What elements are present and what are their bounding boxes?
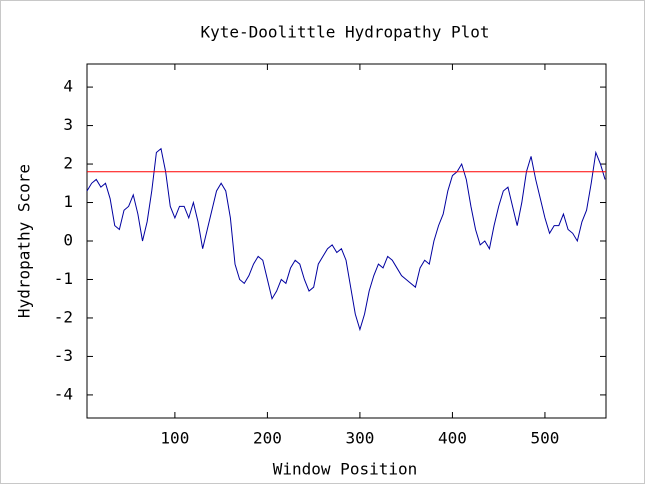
x-tick-label: 100 bbox=[160, 429, 189, 448]
y-tick-label: -3 bbox=[54, 346, 73, 365]
x-tick-label: 500 bbox=[530, 429, 559, 448]
y-tick-label: -2 bbox=[54, 307, 73, 326]
data-line bbox=[86, 147, 606, 332]
y-tick-label: 4 bbox=[63, 77, 73, 96]
y-tick-label: -1 bbox=[54, 269, 73, 288]
y-tick-label: -4 bbox=[54, 384, 73, 403]
y-axis-label: Hydropathy Score bbox=[15, 164, 34, 318]
x-tick-label: 400 bbox=[438, 429, 467, 448]
x-axis-label: Window Position bbox=[273, 460, 418, 479]
y-tick-label: 2 bbox=[63, 154, 73, 173]
y-tick-label: 1 bbox=[63, 192, 73, 211]
chart-title: Kyte-Doolittle Hydropathy Plot bbox=[201, 23, 490, 42]
x-tick-label: 200 bbox=[253, 429, 282, 448]
y-tick-label: 0 bbox=[63, 231, 73, 250]
y-tick-label: 3 bbox=[63, 115, 73, 134]
x-tick-label: 300 bbox=[345, 429, 374, 448]
